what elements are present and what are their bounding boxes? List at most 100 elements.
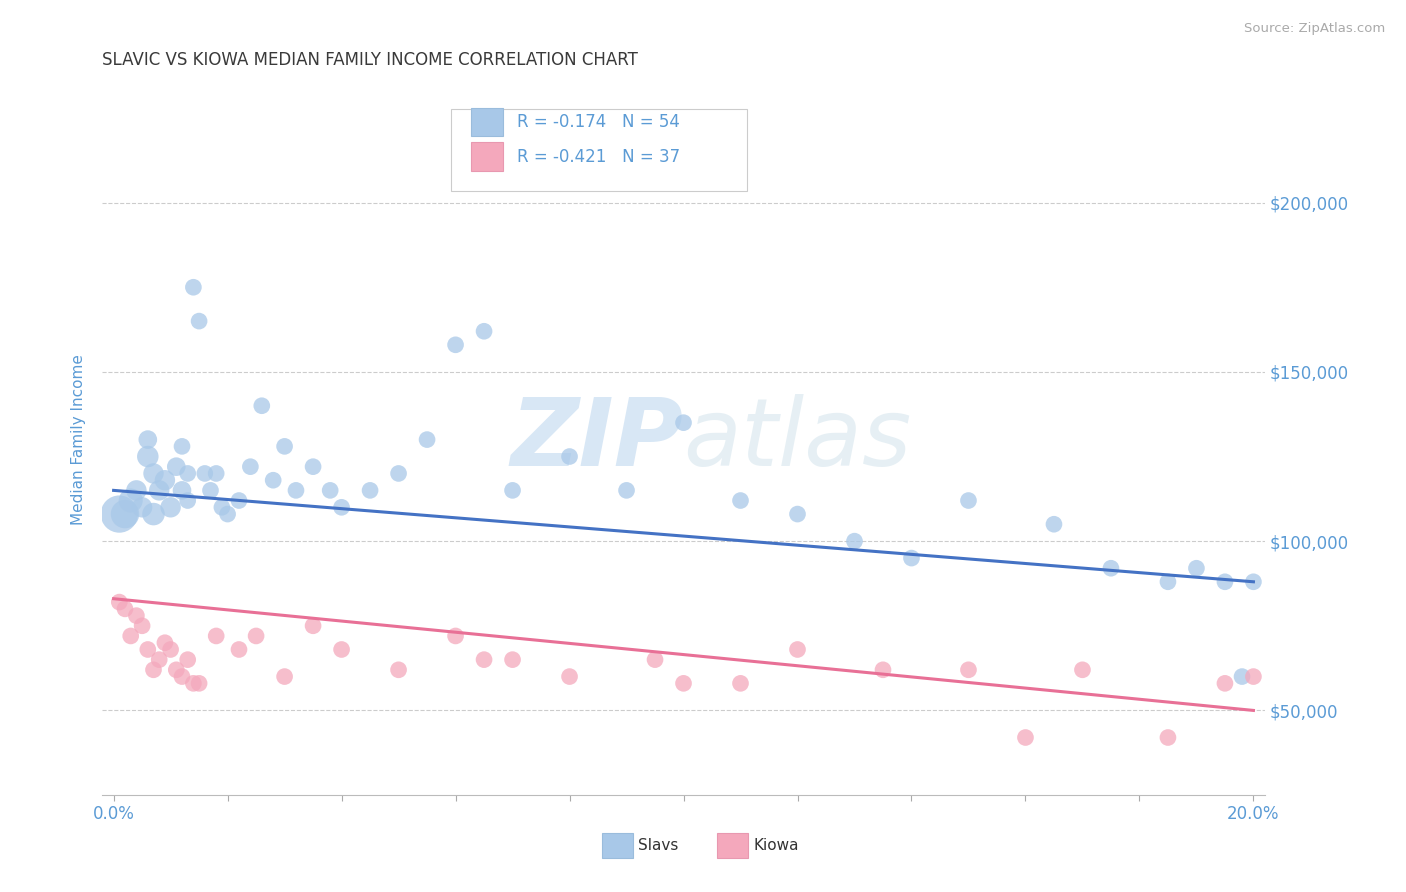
Point xyxy=(170,439,193,453)
Point xyxy=(1213,574,1236,589)
Point xyxy=(1213,676,1236,690)
Point xyxy=(844,534,866,549)
Point xyxy=(302,459,325,474)
Point xyxy=(1099,561,1122,575)
Point xyxy=(672,416,695,430)
Point xyxy=(176,467,198,481)
Point xyxy=(472,653,495,667)
Point xyxy=(120,493,142,508)
Point xyxy=(1241,574,1264,589)
Point xyxy=(108,507,131,521)
FancyBboxPatch shape xyxy=(471,108,503,136)
Point xyxy=(194,467,217,481)
Point xyxy=(387,467,409,481)
Point xyxy=(672,676,695,690)
Point xyxy=(1157,574,1180,589)
Point xyxy=(136,433,159,447)
Point xyxy=(273,669,295,683)
Point xyxy=(302,619,325,633)
Point xyxy=(211,500,233,515)
Point xyxy=(472,324,495,338)
Point xyxy=(250,399,273,413)
Text: Source: ZipAtlas.com: Source: ZipAtlas.com xyxy=(1244,22,1385,36)
Point xyxy=(142,467,165,481)
Point xyxy=(108,595,131,609)
Point xyxy=(444,629,467,643)
Point xyxy=(120,629,142,643)
Point xyxy=(558,669,581,683)
Text: ZIP: ZIP xyxy=(510,393,683,485)
Text: atlas: atlas xyxy=(683,394,911,485)
Point xyxy=(148,653,170,667)
Point xyxy=(957,493,980,508)
Point xyxy=(114,507,136,521)
Point xyxy=(176,653,198,667)
Point xyxy=(872,663,894,677)
Point xyxy=(131,500,153,515)
Point xyxy=(228,642,250,657)
Point xyxy=(205,629,228,643)
Point xyxy=(558,450,581,464)
Point xyxy=(273,439,295,453)
Point xyxy=(205,467,228,481)
Point xyxy=(1157,731,1180,745)
Point xyxy=(330,642,353,657)
Point xyxy=(217,507,239,521)
Point xyxy=(502,653,524,667)
Point xyxy=(1043,517,1066,532)
Point xyxy=(387,663,409,677)
Point xyxy=(319,483,342,498)
Point xyxy=(239,459,262,474)
Point xyxy=(165,459,187,474)
Point xyxy=(262,473,284,487)
Text: SLAVIC VS KIOWA MEDIAN FAMILY INCOME CORRELATION CHART: SLAVIC VS KIOWA MEDIAN FAMILY INCOME COR… xyxy=(103,51,638,69)
FancyBboxPatch shape xyxy=(471,143,503,170)
Point xyxy=(125,483,148,498)
Point xyxy=(502,483,524,498)
Point xyxy=(900,551,922,566)
Point xyxy=(136,642,159,657)
Point xyxy=(359,483,381,498)
Point xyxy=(1241,669,1264,683)
Point xyxy=(153,473,176,487)
Point xyxy=(170,669,193,683)
Point xyxy=(730,493,752,508)
Point xyxy=(159,500,181,515)
Text: Kiowa: Kiowa xyxy=(754,838,799,853)
Point xyxy=(285,483,308,498)
Point xyxy=(444,338,467,352)
Point xyxy=(159,642,181,657)
Point xyxy=(786,642,808,657)
Point xyxy=(188,676,211,690)
Point xyxy=(1071,663,1094,677)
Point xyxy=(142,663,165,677)
Point xyxy=(957,663,980,677)
Point xyxy=(176,493,198,508)
Point xyxy=(125,608,148,623)
Point xyxy=(183,280,205,294)
Point xyxy=(1185,561,1208,575)
Point xyxy=(131,619,153,633)
Point xyxy=(114,602,136,616)
FancyBboxPatch shape xyxy=(451,109,748,191)
Point xyxy=(1014,731,1036,745)
Point xyxy=(245,629,267,643)
Point xyxy=(148,483,170,498)
Point xyxy=(1230,669,1253,683)
Point xyxy=(142,507,165,521)
Point xyxy=(644,653,666,667)
Point xyxy=(170,483,193,498)
Point xyxy=(786,507,808,521)
Point xyxy=(136,450,159,464)
Text: Slavs: Slavs xyxy=(638,838,679,853)
Text: R = -0.421   N = 37: R = -0.421 N = 37 xyxy=(517,147,681,166)
Point xyxy=(616,483,638,498)
Point xyxy=(416,433,439,447)
Point xyxy=(188,314,211,328)
Point xyxy=(183,676,205,690)
Point xyxy=(228,493,250,508)
Point xyxy=(200,483,222,498)
Point xyxy=(330,500,353,515)
Point xyxy=(730,676,752,690)
Y-axis label: Median Family Income: Median Family Income xyxy=(72,354,86,525)
